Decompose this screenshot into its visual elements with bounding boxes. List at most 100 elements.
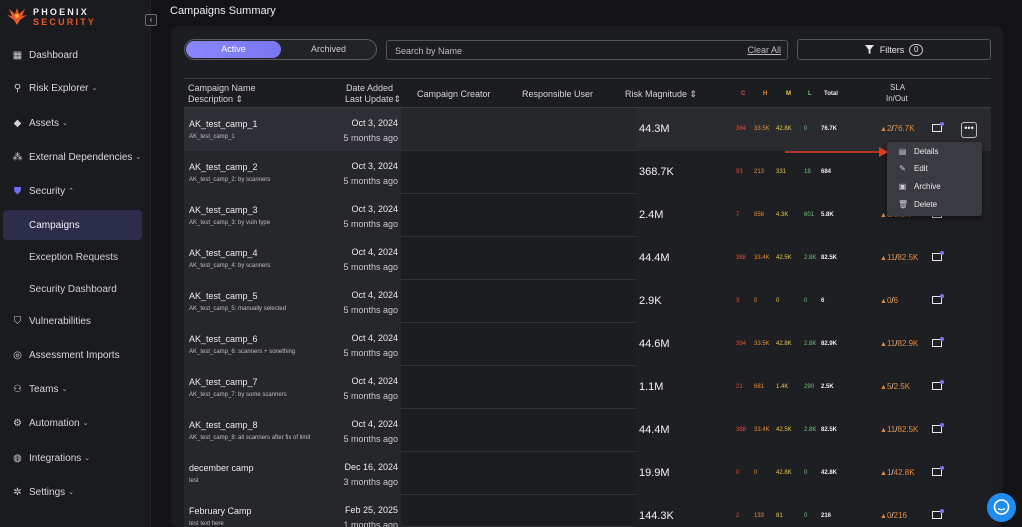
ticket-icon[interactable] <box>932 122 944 132</box>
table-row[interactable]: February Camp test text here Feb 25, 2025 1… <box>184 495 991 527</box>
sidebar-item-assets[interactable]: ◆ Assets ⌄ <box>0 112 151 134</box>
campaign-name[interactable]: AK_test_camp_3 <box>189 205 258 215</box>
ticket-icon[interactable] <box>932 337 944 347</box>
campaign-name[interactable]: AK_test_camp_1 <box>189 119 258 129</box>
last-update: 1 months ago <box>343 520 398 527</box>
campaign-name[interactable]: AK_test_camp_7 <box>189 377 258 387</box>
low-count: 0 <box>804 298 808 304</box>
row-actions-menu: ▤ Details ✎ Edit ▣ Archive 🗑 Delete <box>887 142 982 216</box>
critical-count: 394 <box>736 341 747 347</box>
sidebar-item-label: Automation <box>29 417 80 429</box>
chevron-down-icon: ⌄ <box>135 154 142 161</box>
header-high: H <box>763 91 768 97</box>
scan-icon: ◎ <box>13 349 22 361</box>
status-toggle: Active Archived <box>184 39 377 60</box>
tab-active[interactable]: Active <box>186 41 281 58</box>
chat-support-button[interactable] <box>987 493 1016 522</box>
header-in-out: In/Out <box>886 94 908 103</box>
table-row[interactable]: AK_test_camp_3 AK_test_camp_3: by vuln ty… <box>184 194 991 237</box>
campaign-name[interactable]: AK_test_camp_2 <box>189 162 258 172</box>
sidebar-item-settings[interactable]: ✲ Settings ⌄ <box>0 481 151 503</box>
filters-button[interactable]: Filters 0 <box>797 39 991 60</box>
campaign-name[interactable]: december camp <box>189 463 254 473</box>
diamond-icon: ◆ <box>13 117 22 129</box>
sidebar-sub-item-campaigns[interactable]: Campaigns <box>3 210 142 240</box>
table-row[interactable]: AK_test_camp_1 AK_test_camp_1 Oct 3, 2024 5… <box>184 108 991 151</box>
sla-in-out: ▲1/42.8K <box>880 468 915 477</box>
campaign-name[interactable]: February Camp <box>189 506 252 516</box>
campaign-name[interactable]: AK_test_camp_6 <box>189 334 258 344</box>
menu-item-edit[interactable]: ✎ Edit <box>887 160 982 177</box>
ticket-icon[interactable] <box>932 509 944 519</box>
sidebar-item-integrations[interactable]: ◍ Integrations ⌄ <box>0 447 151 469</box>
low-count: 0 <box>804 126 808 132</box>
high-count: 681 <box>754 384 765 390</box>
header-campaign-name[interactable]: Campaign Name <box>188 83 256 93</box>
sidebar-item-vulnerabilities[interactable]: ⛉ Vulnerabilities <box>0 310 151 332</box>
menu-item-label: Archive <box>914 182 941 191</box>
sidebar-sub-item-security-dashboard[interactable]: Security Dashboard <box>29 283 117 295</box>
globe-icon: ◍ <box>13 452 22 464</box>
sidebar-item-external-dependencies[interactable]: ⁂ External Dependencies ⌄ <box>0 146 151 168</box>
page-title: Campaigns Summary <box>170 5 276 17</box>
sidebar-item-assessment-imports[interactable]: ◎ Assessment Imports <box>0 344 151 366</box>
total-count: 6 <box>821 298 825 304</box>
row-name-background <box>184 108 401 151</box>
menu-item-details[interactable]: ▤ Details <box>887 143 982 160</box>
campaign-name[interactable]: AK_test_camp_4 <box>189 248 258 258</box>
table-row[interactable]: AK_test_camp_6 AK_test_camp_6: scanners +… <box>184 323 991 366</box>
header-description-sort[interactable]: Description ⇕ <box>188 94 243 105</box>
sidebar-item-dashboard[interactable]: ▦ Dashboard <box>0 44 151 66</box>
search-input[interactable] <box>395 44 695 57</box>
medium-count: 42.8K <box>776 341 792 347</box>
total-count: 82.5K <box>821 255 838 261</box>
sidebar: PHOENIX SECURITY ‹ ▦ Dashboard ⚲ Risk Ex… <box>0 0 157 527</box>
header-low: L <box>808 91 812 97</box>
chevron-down-icon: ⌄ <box>91 85 98 92</box>
table-row[interactable]: AK_test_camp_4 AK_test_camp_4: by scanner… <box>184 237 991 280</box>
menu-item-delete[interactable]: 🗑 Delete <box>887 196 982 213</box>
sla-in: 0 <box>886 296 892 305</box>
tab-archived[interactable]: Archived <box>310 44 346 54</box>
sidebar-item-teams[interactable]: ⚇ Teams ⌄ <box>0 378 151 400</box>
medium-count: 42.8K <box>776 470 792 476</box>
chevron-down-icon: ⌄ <box>84 455 91 462</box>
ticket-icon[interactable] <box>932 251 944 261</box>
ticket-icon[interactable] <box>932 423 944 433</box>
sidebar-item-risk-explorer[interactable]: ⚲ Risk Explorer ⌄ <box>0 77 151 99</box>
campaign-name[interactable]: AK_test_camp_5 <box>189 291 258 301</box>
table-row[interactable]: AK_test_camp_5 AK_test_camp_5: manually s… <box>184 280 991 323</box>
sidebar-item-automation[interactable]: ⚙ Automation ⌄ <box>0 412 151 434</box>
low-count: 2.8K <box>804 341 817 347</box>
table-row[interactable]: december camp test Dec 16, 2024 3 months ag… <box>184 452 991 495</box>
logo[interactable]: PHOENIX SECURITY <box>6 6 116 28</box>
critical-count: 388 <box>736 255 747 261</box>
sla-in: 2 <box>886 124 892 133</box>
medium-count: 1.4K <box>776 384 789 390</box>
header-date-added[interactable]: Date Added <box>346 83 394 93</box>
clear-all-link[interactable]: Clear All <box>747 45 781 55</box>
sidebar-collapse-button[interactable]: ‹ <box>145 14 157 26</box>
total-count: 2.5K <box>821 384 834 390</box>
sla-out: 76.7K <box>893 124 915 133</box>
header-risk-magnitude-sort[interactable]: Risk Magnitude ⇕ <box>625 89 697 100</box>
sla-in-out: ▲11/82.5K <box>880 425 919 434</box>
trash-icon: 🗑 <box>898 200 909 209</box>
ticket-icon[interactable] <box>932 294 944 304</box>
table-row[interactable]: AK_test_camp_7 AK_test_camp_7: by some sc… <box>184 366 991 409</box>
critical-count: 0 <box>736 470 740 476</box>
sidebar-item-security[interactable]: ⛊ Security ⌃ <box>0 180 151 202</box>
risk-magnitude: 44.6M <box>639 338 670 350</box>
campaign-name[interactable]: AK_test_camp_8 <box>189 420 258 430</box>
row-name-background <box>184 409 401 452</box>
header-last-update-sort[interactable]: Last Update⇕ <box>345 94 401 105</box>
sidebar-sub-item-exception-requests[interactable]: Exception Requests <box>29 251 118 263</box>
high-count: 133 <box>754 513 765 519</box>
medium-count: 42.5K <box>776 427 792 433</box>
row-more-button[interactable]: ••• <box>961 122 977 138</box>
ticket-icon[interactable] <box>932 466 944 476</box>
menu-item-archive[interactable]: ▣ Archive <box>887 178 982 195</box>
ticket-icon[interactable] <box>932 380 944 390</box>
table-row[interactable]: AK_test_camp_8 AK_test_camp_8: all scanne… <box>184 409 991 452</box>
row-risk-background <box>636 495 991 527</box>
